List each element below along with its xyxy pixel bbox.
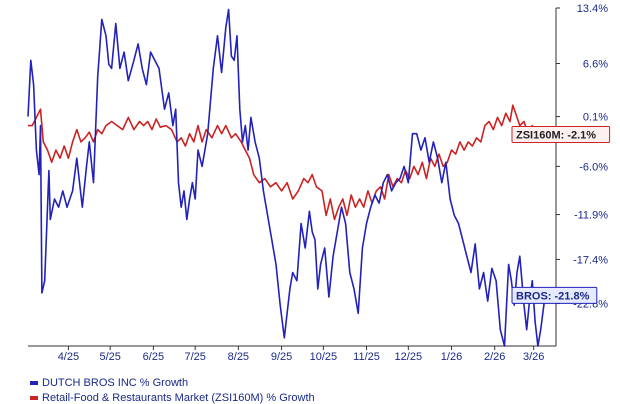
x-tick-label: 9/25 xyxy=(271,351,292,363)
legend-swatch-bros xyxy=(30,381,38,385)
x-tick-label: 2/26 xyxy=(484,351,505,363)
x-tick-label: 4/25 xyxy=(58,351,79,363)
y-tick-label: -11.9% xyxy=(574,210,608,222)
y-axis-ticks: 13.4%6.6%0.1%-6.0%-11.9%-17.4%-22.8% xyxy=(556,3,608,311)
end-label-box-zsi160m xyxy=(511,126,611,144)
x-tick-label: 1/26 xyxy=(441,351,462,363)
legend-swatch-zsi160m xyxy=(30,396,38,400)
series-line-zsi160m xyxy=(28,104,549,221)
end-label-box-bros xyxy=(511,286,598,304)
legend-item-bros: DUTCH BROS INC % Growth xyxy=(30,377,188,389)
legend: DUTCH BROS INC % Growth Retail-Food & Re… xyxy=(30,377,315,404)
end-label-zsi160m: ZSI160M: -2.1% xyxy=(516,130,596,142)
y-tick-label: 0.1% xyxy=(583,112,608,124)
x-tick-label: 7/25 xyxy=(184,351,205,363)
x-tick-label: 11/25 xyxy=(353,351,380,363)
x-tick-label: 12/25 xyxy=(395,351,423,363)
end-labels: BROS: -21.8% ZSI160M: -2.1% xyxy=(511,126,611,304)
legend-label-bros: DUTCH BROS INC % Growth xyxy=(42,377,188,389)
legend-item-zsi160m: Retail-Food & Restaurants Market (ZSI160… xyxy=(30,392,315,404)
y-tick-label: -17.4% xyxy=(573,254,608,266)
end-label-bros: BROS: -21.8% xyxy=(516,290,590,302)
series-line-bros xyxy=(27,8,549,347)
legend-label-zsi160m: Retail-Food & Restaurants Market (ZSI160… xyxy=(42,392,315,404)
x-tick-label: 10/25 xyxy=(310,351,338,363)
x-tick-label: 8/25 xyxy=(228,351,249,363)
x-tick-label: 3/26 xyxy=(523,351,544,363)
y-tick-label: 13.4% xyxy=(577,3,608,15)
y-tick-label: 6.6% xyxy=(583,59,608,71)
x-tick-label: 6/25 xyxy=(143,351,164,363)
series-layer xyxy=(27,8,549,347)
x-axis-ticks: 4/25 5/25 6/25 7/25 8/25 9/25 10/25 11/25 12/25 1… xyxy=(58,346,544,363)
y-tick-label: -6.0% xyxy=(579,161,608,173)
x-tick-label: 5/25 xyxy=(99,351,120,363)
